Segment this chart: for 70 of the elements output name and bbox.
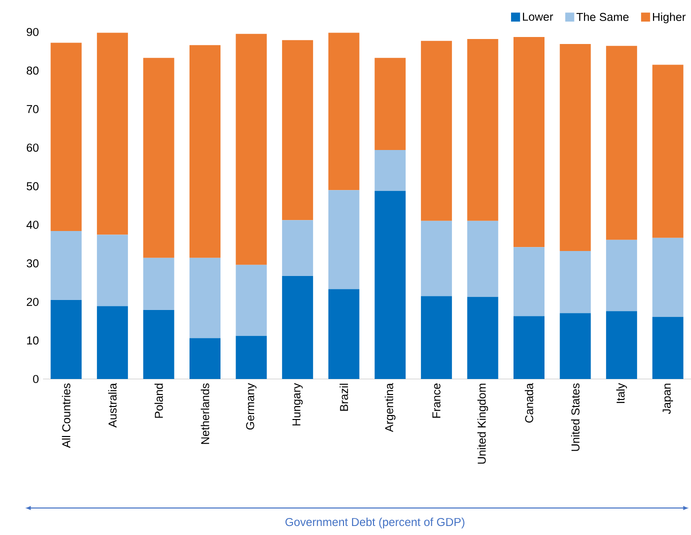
- bar: [467, 296, 498, 379]
- bar: [514, 316, 545, 379]
- y-tick-label: 10: [27, 336, 39, 344]
- y-tick-label: 20: [26, 298, 39, 306]
- x-tick-label: Japan: [662, 384, 673, 414]
- x-tick-label: France: [432, 384, 440, 418]
- bar: [328, 190, 360, 290]
- x-tick-label: Germany: [246, 383, 256, 430]
- bar: [50, 300, 82, 379]
- bar: [143, 58, 174, 258]
- bar: [652, 238, 684, 317]
- bar: [560, 250, 591, 314]
- x-tick-label: Italy: [616, 383, 627, 403]
- x-tick-label: United Kingdom: [477, 384, 488, 464]
- bar: [328, 32, 360, 190]
- bar: [514, 247, 545, 316]
- y-tick-label: 60: [26, 144, 39, 152]
- bar: [606, 240, 638, 312]
- y-tick-label: 30: [26, 259, 39, 268]
- x-axis-title: Government Debt (percent of GDP): [285, 518, 464, 528]
- bar: [236, 336, 267, 379]
- x-tick-label: Argentina: [384, 383, 396, 432]
- x-tick-label: Netherlands: [200, 383, 210, 444]
- bar: [282, 276, 314, 379]
- bar: [374, 190, 406, 379]
- bar: [236, 34, 267, 265]
- x-tick-label: All Countries: [62, 383, 70, 448]
- bar: [560, 313, 591, 379]
- bar: [467, 220, 498, 297]
- bar: [514, 37, 545, 248]
- bar: [420, 40, 452, 221]
- x-tick-label: United States: [571, 383, 580, 451]
- y-tick-label: 90: [26, 28, 39, 36]
- bar: [96, 306, 128, 379]
- legend-label: Lower: [522, 12, 554, 21]
- x-tick-label: Poland: [154, 384, 163, 418]
- bar: [374, 150, 406, 191]
- bar: [96, 32, 128, 235]
- bar: [374, 58, 406, 150]
- x-tick-label: Canada: [524, 383, 534, 423]
- bar: [143, 310, 174, 379]
- bar: [190, 45, 221, 258]
- bar: [328, 289, 360, 379]
- bar: [282, 220, 314, 276]
- bar: [560, 44, 591, 251]
- bar: [190, 258, 221, 338]
- y-tick-label: 80: [26, 66, 39, 75]
- legend-label: The Same: [576, 12, 629, 22]
- y-tick-label: 70: [26, 105, 39, 114]
- bar: [190, 338, 221, 379]
- bar: [606, 311, 638, 379]
- bar: [50, 42, 82, 231]
- bar: [652, 64, 684, 238]
- y-tick-label: 50: [26, 182, 39, 190]
- bar: [606, 46, 638, 240]
- x-tick-label: Brazil: [340, 384, 348, 411]
- bar: [420, 220, 452, 296]
- bar: [143, 258, 174, 310]
- bar: [652, 316, 684, 379]
- bar: [96, 234, 128, 306]
- legend-label: Higher: [653, 12, 686, 24]
- y-tick-label: 40: [26, 220, 39, 229]
- bar: [236, 264, 267, 336]
- x-tick-label: Hungary: [292, 383, 303, 426]
- bar: [282, 40, 314, 220]
- bar: [50, 230, 82, 300]
- bar: [467, 38, 498, 221]
- y-tick-label: 0: [33, 374, 39, 384]
- x-tick-label: Australia: [108, 383, 117, 428]
- bar: [420, 296, 452, 379]
